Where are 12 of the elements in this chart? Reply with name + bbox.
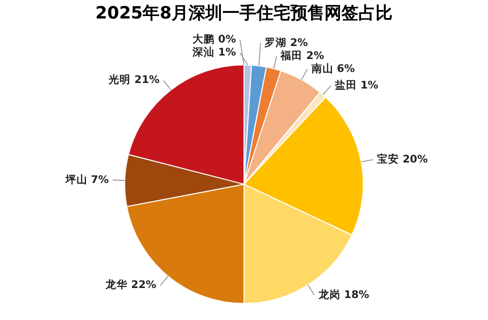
slice-label: 罗湖 2% [263, 36, 308, 49]
chart-title: 2025年8月深圳一手住宅预售网签占比 [95, 4, 393, 24]
slice-label: 深汕 1% [192, 46, 236, 59]
slice-label: 盐田 1% [334, 78, 379, 92]
slice-label: 龙岗 18% [317, 288, 370, 301]
slice-label: 坪山 7% [64, 172, 110, 186]
slice-label: 南山 6% [310, 62, 356, 75]
slice-label: 龙华 22% [104, 278, 157, 292]
slice-label: 福田 2% [280, 48, 325, 62]
category-label: 大鹏 0% [192, 34, 236, 46]
slice-label: 宝安 20% [376, 152, 428, 166]
slice-label: 光明 21% [108, 73, 160, 86]
